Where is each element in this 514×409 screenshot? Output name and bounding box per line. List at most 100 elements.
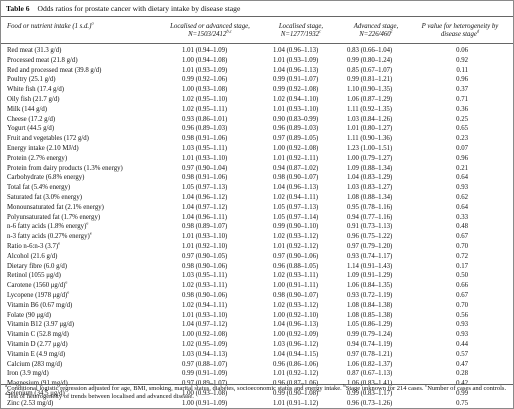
cell-localised-text: 0.94 (0.87–1.02) — [273, 164, 319, 172]
cell-advanced-text: 0.93 (0.74–1.17) — [347, 252, 393, 260]
cell-p-value: 0.57 — [456, 350, 468, 360]
row-label-text: Folate (90 μg/d) — [7, 311, 52, 319]
cell-localised-or-advanced-text: 1.02 (0.95–1.09) — [182, 340, 228, 348]
cell-advanced-text: 0.99 (0.81–1.21) — [347, 76, 393, 84]
cell-advanced-text: 1.08 (0.85–1.38) — [347, 311, 393, 319]
table-row: Poultry (25.1 g/d) 0.99 (0.92–1.06) 0.99 (… — [1, 75, 513, 85]
cell-localised-or-advanced: 0.93 (0.86–1.01) — [182, 115, 227, 125]
cell-p-value-text: 0.28 — [456, 370, 468, 378]
row-label-text: Vitamin E (4.9 mg/d) — [7, 350, 66, 358]
row-label: Selenium (34.5 μg/d) — [7, 389, 65, 399]
cell-localised-or-advanced-text: 1.00 (0.94–1.08) — [182, 56, 228, 64]
cell-advanced-text: 0.96 (0.73–1.26) — [347, 399, 393, 407]
row-label: Processed meat (21.8 g/d) — [7, 56, 78, 66]
cell-localised: 1.02 (0.93–1.11) — [273, 271, 318, 281]
cell-advanced-text: 1.00 (0.79–1.27) — [347, 154, 393, 162]
cell-localised-or-advanced-text: 1.00 (0.93–1.08) — [182, 389, 228, 397]
cell-localised-or-advanced: 0.98 (0.91–1.06) — [182, 173, 227, 183]
cell-localised: 0.99 (0.92–1.08) — [273, 85, 318, 95]
table-row: Processed meat (21.8 g/d) 1.00 (0.94–1.08… — [1, 56, 513, 66]
cell-localised: 1.00 (0.92–1.10) — [273, 311, 318, 321]
cell-localised-or-advanced: 1.00 (0.94–1.08) — [182, 56, 227, 66]
cell-advanced-text: 0.91 (0.73–1.13) — [347, 223, 393, 231]
cell-advanced-text: 0.94 (0.74–1.19) — [347, 340, 393, 348]
table-row: Protein (2.7% energy) 1.01 (0.93–1.10) 1.0… — [1, 154, 513, 164]
cell-localised-or-advanced-text: 1.00 (0.91–1.09) — [182, 399, 228, 407]
cell-p-value: 0.96 — [456, 75, 468, 85]
cell-p-value-text: 0.57 — [456, 350, 468, 358]
table-row: Vitamin B6 (0.67 mg/d) 1.02 (0.94–1.11) 1.… — [1, 301, 513, 311]
cell-localised-text: 1.01 (0.93–1.10) — [273, 105, 319, 113]
cell-localised-text: 0.98 (0.90–1.07) — [273, 174, 319, 182]
table-row: Calcium (283 mg/d) 0.97 (0.88–1.07) 0.96 (… — [1, 360, 513, 370]
footnote-a-mark: a — [5, 382, 8, 388]
row-label-text: Zinc (2.53 mg/d) — [7, 399, 54, 407]
row-label: Red meat (31.3 g/d) — [7, 46, 61, 56]
cell-p-value: 0.67 — [456, 291, 468, 301]
cell-localised-or-advanced: 0.97 (0.90–1.05) — [182, 252, 227, 262]
cell-p-value-text: 0.17 — [456, 262, 468, 270]
cell-localised-or-advanced: 1.03 (0.95–1.11) — [182, 271, 227, 281]
cell-p-value-text: 0.21 — [456, 164, 468, 172]
cell-advanced: 0.83 (0.66–1.04) — [347, 46, 392, 56]
table-row: Protein from dairy products (1.3% energy… — [1, 164, 513, 174]
col-header-advanced: Advanced stage, N=226/460c — [354, 23, 399, 39]
cell-localised-or-advanced: 1.00 (0.93–1.08) — [182, 85, 227, 95]
row-label: Vitamin E (4.9 mg/d) — [7, 350, 65, 360]
cell-localised: 1.02 (0.94–1.10) — [273, 95, 318, 105]
row-label-text: Ratio n-6:n-3 (3.7) — [7, 242, 59, 250]
cell-localised-or-advanced-text: 0.98 (0.91–1.06) — [182, 135, 228, 143]
cell-advanced: 0.97 (0.78–1.21) — [347, 350, 392, 360]
cell-localised-text: 1.02 (0.94–1.11) — [273, 193, 319, 201]
cell-localised: 0.99 (0.90–1.10) — [273, 222, 318, 232]
row-label-text: White fish (17.4 g/d) — [7, 86, 65, 94]
col-header-p-line1: P value for heterogeneity by — [421, 23, 499, 30]
row-label: White fish (17.4 g/d) — [7, 85, 64, 95]
cell-localised: 0.96 (0.89–1.03) — [273, 124, 318, 134]
footnote-d-text: Test of heterogeneity of trends between … — [7, 393, 194, 401]
cell-localised-text: 1.00 (0.91–1.11) — [273, 282, 319, 290]
cell-advanced-text: 1.08 (0.84–1.38) — [347, 301, 393, 309]
row-label-text: Magnesium (91 mg/d) — [7, 380, 68, 388]
row-label-text: n-3 fatty acids (0.27% energy) — [7, 233, 90, 241]
cell-localised: 0.99 (0.91–1.07) — [273, 75, 318, 85]
row-label-text: Calcium (283 mg/d) — [7, 360, 63, 368]
cell-localised-or-advanced: 0.96 (0.89–1.03) — [182, 124, 227, 134]
cell-localised-text: 0.98 (0.90–1.07) — [273, 291, 319, 299]
row-label-text: Milk (144 g/d) — [7, 105, 48, 113]
cell-p-value-text: 0.99 — [456, 389, 468, 397]
row-label: Dietary fibre (6.0 g/d) — [7, 262, 67, 272]
cell-localised: 0.97 (0.90–1.06) — [273, 252, 318, 262]
row-label-text: Energy intake (2.10 MJ/d) — [7, 144, 79, 152]
cell-localised: 1.01 (0.92–1.12) — [273, 242, 318, 252]
cell-localised-or-advanced: 1.01 (0.92–1.10) — [182, 242, 227, 252]
cell-localised-or-advanced-text: 1.03 (0.95–1.11) — [182, 144, 228, 152]
cell-localised-or-advanced: 1.02 (0.93–1.11) — [182, 281, 227, 291]
cell-advanced: 0.93 (0.72–1.19) — [347, 291, 392, 301]
cell-advanced: 1.08 (0.88–1.34) — [347, 193, 392, 203]
cell-advanced-text: 1.10 (0.90–1.35) — [347, 86, 393, 94]
cell-advanced-text: 0.97 (0.78–1.21) — [347, 350, 393, 358]
table-row: Selenium (34.5 μg/d) 1.00 (0.93–1.08) 0.99… — [1, 389, 513, 399]
table-caption: Table 6 Odds ratios for prostate cancer … — [6, 4, 240, 13]
col-header-la-line2: N=1503/2412 — [188, 31, 227, 38]
cell-advanced: 1.06 (0.84–1.35) — [347, 281, 392, 291]
cell-advanced: 1.23 (1.00–1.51) — [347, 144, 392, 154]
row-label-text: Selenium (34.5 μg/d) — [7, 389, 65, 397]
cell-advanced: 1.03 (0.84–1.26) — [347, 115, 392, 125]
cell-localised-or-advanced: 1.03 (0.95–1.11) — [182, 144, 227, 154]
cell-p-value-text: 0.70 — [456, 242, 468, 250]
cell-localised-text: 0.99 (0.92–1.08) — [273, 86, 319, 94]
cell-localised-or-advanced-text: 1.02 (0.93–1.11) — [182, 282, 228, 290]
row-label-footnote-mark: e — [65, 279, 68, 285]
table-body: Red meat (31.3 g/d) 1.01 (0.94–1.09) 1.04 … — [1, 46, 513, 408]
cell-localised-or-advanced-text: 1.01 (0.93–1.10) — [182, 233, 228, 241]
cell-localised-or-advanced-text: 0.98 (0.91–1.06) — [182, 174, 228, 182]
cell-p-value: 0.93 — [456, 183, 468, 193]
cell-p-value-text: 0.44 — [456, 340, 468, 348]
cell-p-value: 0.47 — [456, 360, 468, 370]
cell-localised-or-advanced: 0.97 (0.89–1.07) — [182, 379, 227, 389]
cell-localised: 0.96 (0.88–1.05) — [273, 262, 318, 272]
col-header-lo-line1: Localised stage, — [278, 23, 324, 30]
cell-p-value: 0.23 — [456, 134, 468, 144]
